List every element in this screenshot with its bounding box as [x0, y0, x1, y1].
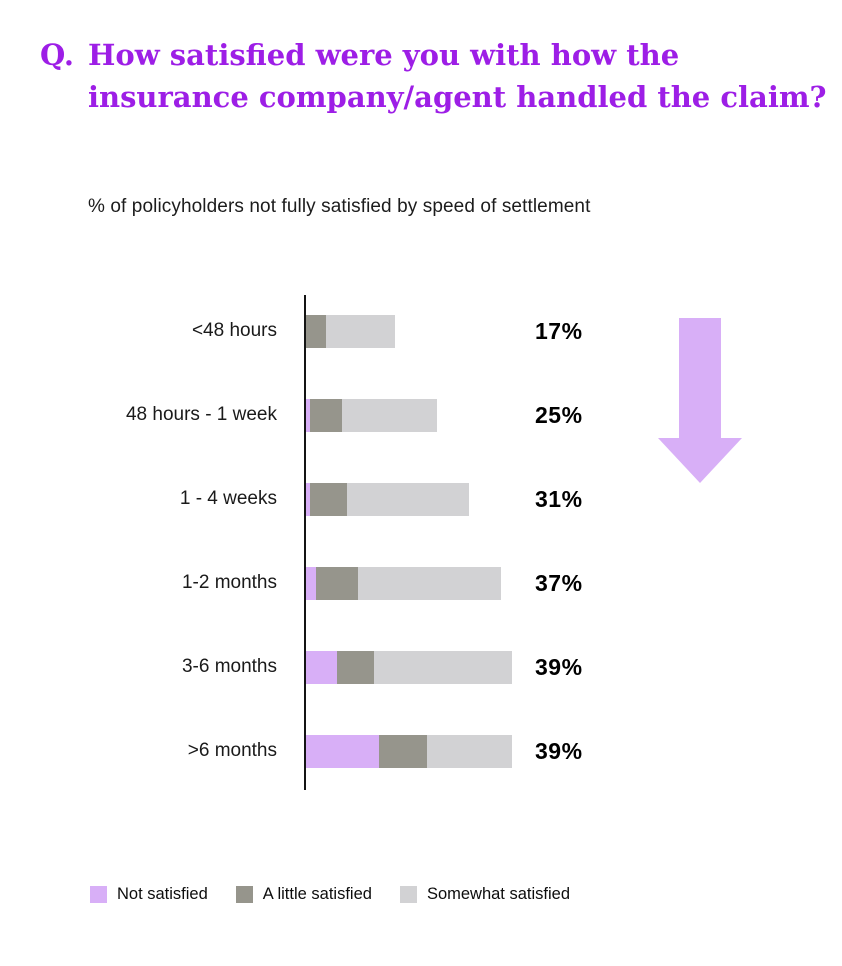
value-label: 37%	[535, 569, 583, 596]
category-label: 3-6 months	[181, 656, 277, 677]
category-label: 1 - 4 weeks	[179, 488, 277, 509]
bar-segment-a-little-satisfied	[315, 566, 358, 600]
bar-segment-somewhat-satisfied	[426, 734, 512, 768]
legend-swatch-not-satisfied	[90, 886, 107, 903]
question-prefix: Q.	[40, 38, 74, 72]
bar-segment-not-satisfied	[305, 650, 337, 684]
legend-label: Somewhat satisfied	[426, 885, 571, 903]
down-arrow-shaft	[679, 318, 721, 439]
legend-label: Not satisfied	[117, 885, 208, 903]
legend-item-somewhat-satisfied: Somewhat satisfied	[399, 885, 571, 904]
value-label: 31%	[535, 485, 583, 512]
legend-item-not-satisfied: Not satisfied	[90, 885, 208, 904]
bar-segment-a-little-satisfied	[336, 650, 374, 684]
question-line-1: How satisfied were you with how the	[88, 38, 680, 72]
chart-row-1-2-months: 1-2 months 37%	[0, 541, 700, 625]
legend-label: A little satisfied	[262, 885, 372, 903]
chart-subtitle: % of policyholders not fully satisfied b…	[88, 196, 591, 217]
bar-segment-somewhat-satisfied	[342, 398, 438, 432]
bar-segment-a-little-satisfied	[379, 734, 427, 768]
bar-segment-not-satisfied	[305, 482, 311, 516]
bar-1-2-months	[305, 566, 535, 600]
question-text: How satisfied were you with how the insu…	[88, 34, 827, 118]
bar-segment-a-little-satisfied	[305, 314, 327, 348]
bar-segment-not-satisfied	[305, 566, 316, 600]
bar-segment-somewhat-satisfied	[326, 314, 396, 348]
category-label: <48 hours	[191, 320, 277, 341]
value-label: 17%	[535, 317, 583, 344]
legend: Not satisfied A little satisfied Somewhat …	[90, 885, 570, 904]
bar-segment-not-satisfied	[305, 734, 380, 768]
bar-segment-somewhat-satisfied	[373, 650, 512, 684]
question-line-2: insurance company/agent handled the clai…	[88, 80, 827, 114]
value-label: 39%	[535, 653, 583, 680]
chart-row-3-6-months: 3-6 months 39%	[0, 625, 700, 709]
bar-segment-a-little-satisfied	[310, 482, 348, 516]
chart-row-1-4-weeks: 1 - 4 weeks 31%	[0, 457, 700, 541]
chart-rows: <48 hours 17% 48 hours - 1 week 25% 1 - 4 we…	[0, 289, 700, 793]
bar-segment-somewhat-satisfied	[357, 566, 502, 600]
bar-1-4-weeks	[305, 482, 535, 516]
stacked-bar-chart: <48 hours 17% 48 hours - 1 week 25% 1 - 4 we…	[0, 289, 700, 793]
value-label: 39%	[535, 737, 583, 764]
question-title: Q. How satisfied were you with how the i…	[40, 34, 827, 118]
category-label: 1-2 months	[181, 572, 277, 593]
category-label: >6 months	[187, 740, 277, 761]
bar-6-months	[305, 734, 535, 768]
legend-item-a-little-satisfied: A little satisfied	[235, 885, 372, 904]
legend-swatch-a-little-satisfied	[235, 886, 253, 903]
bar-48-hours-1-week	[305, 398, 535, 432]
category-label: 48 hours - 1 week	[125, 404, 277, 425]
axis-line	[304, 295, 306, 790]
down-arrow-head	[658, 438, 742, 483]
value-label: 25%	[535, 401, 583, 428]
legend-swatch-somewhat-satisfied	[399, 886, 417, 903]
bar-segment-not-satisfied	[305, 398, 311, 432]
bar-segment-a-little-satisfied	[310, 398, 343, 432]
bar-segment-somewhat-satisfied	[347, 482, 470, 516]
chart-row-48-hours-1-week: 48 hours - 1 week 25%	[0, 373, 700, 457]
chart-row-6-months: >6 months 39%	[0, 709, 700, 793]
bar-48-hours	[305, 314, 535, 348]
chart-row-48-hours: <48 hours 17%	[0, 289, 700, 373]
bar-3-6-months	[305, 650, 535, 684]
